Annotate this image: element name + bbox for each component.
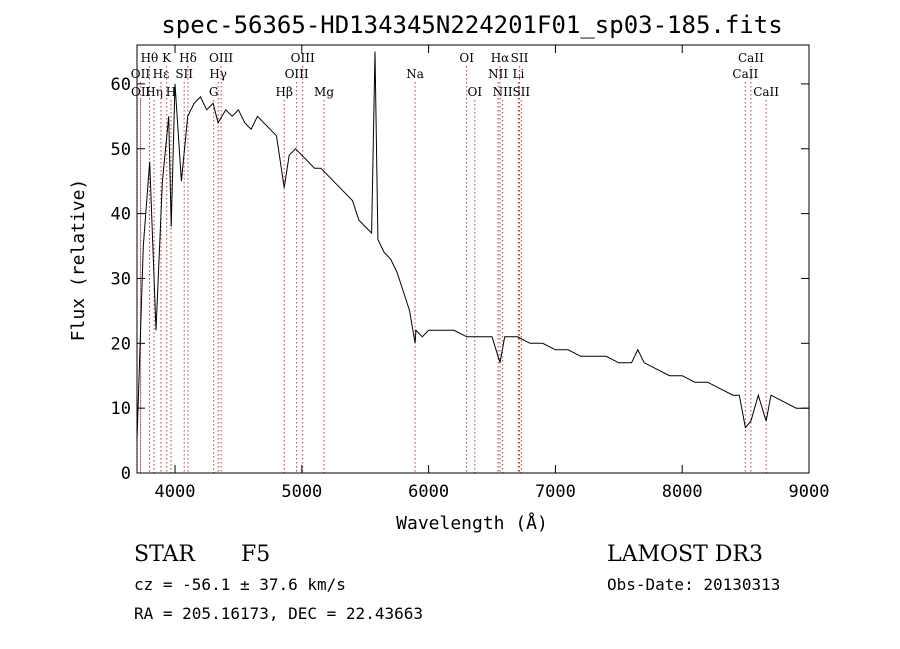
x-tick-label: 5000 <box>281 482 322 502</box>
spectral-line-label: Mg <box>314 85 334 99</box>
spectral-line-label: Hβ <box>276 85 293 99</box>
chart-title: spec-56365-HD134345N224201F01_sp03-185.f… <box>161 11 782 39</box>
x-tick-label: 9000 <box>789 482 830 502</box>
x-tick-label: 4000 <box>155 482 196 502</box>
x-tick-label: 8000 <box>662 482 703 502</box>
spectral-line-label: Hθ <box>141 51 159 65</box>
spectral-line-label: SII <box>175 67 193 81</box>
x-tick-label: 6000 <box>408 482 449 502</box>
spectral-line-label: H <box>166 85 176 99</box>
y-tick-label: 0 <box>121 464 131 484</box>
spectral-line-label: OI <box>467 85 482 99</box>
spectral-line-label: Li <box>512 67 524 81</box>
spectral-line-label: Hε <box>153 67 170 81</box>
spectral-line-label: OIII <box>285 67 309 81</box>
spectral-line-label: Hδ <box>179 51 197 65</box>
spectral-line-label: CaII <box>753 85 779 99</box>
spectral-line-label: SII <box>511 51 529 65</box>
x-axis-label: Wavelength (Å) <box>396 512 548 534</box>
plot-frame <box>136 44 810 474</box>
spectral-line-label: NII <box>488 67 508 81</box>
spectral-line-label: OIII <box>291 51 315 65</box>
spectral-line-label: SII <box>512 85 530 99</box>
observation-date: Obs-Date: 20130313 <box>607 575 780 594</box>
y-tick-label: 50 <box>111 140 131 160</box>
y-tick-label: 10 <box>111 399 131 419</box>
spectral-line-label: OII <box>131 85 151 99</box>
spectral-line-label: Na <box>406 67 424 81</box>
y-tick-label: 30 <box>111 269 131 289</box>
spectral-line-label: K <box>162 51 172 65</box>
object-subclass: F5 <box>241 542 270 567</box>
spectral-line-label: G <box>209 85 219 99</box>
spectral-line-label: OII <box>131 67 151 81</box>
spectral-line-label: OIII <box>209 51 233 65</box>
spectral-line-label: OI <box>459 51 474 65</box>
spectral-line-label: Hη <box>145 85 163 99</box>
x-axis-ticks: 4000 5000 6000 7000 8000 9000 <box>155 45 830 502</box>
y-axis-ticks: 0 10 20 30 40 50 60 <box>111 75 809 484</box>
y-axis-label: Flux (relative) <box>68 179 89 342</box>
spectral-line-label: CaII <box>732 67 758 81</box>
spectrum-series-line <box>136 51 809 441</box>
survey-name: LAMOST DR3 <box>607 542 763 567</box>
redshift-velocity: cz = -56.1 ± 37.6 km/s <box>134 575 346 594</box>
spectral-line-label: Hα <box>491 51 510 65</box>
spectral-line-label: CaII <box>738 51 764 65</box>
spectral-line-label: NII <box>493 85 513 99</box>
spectral-line-label: Hγ <box>209 67 227 81</box>
y-tick-label: 20 <box>111 334 131 354</box>
coordinates: RA = 205.16173, DEC = 22.43663 <box>134 604 423 623</box>
x-tick-label: 7000 <box>535 482 576 502</box>
y-tick-label: 60 <box>111 75 131 95</box>
object-class: STAR <box>134 542 196 567</box>
y-tick-label: 40 <box>111 205 131 225</box>
